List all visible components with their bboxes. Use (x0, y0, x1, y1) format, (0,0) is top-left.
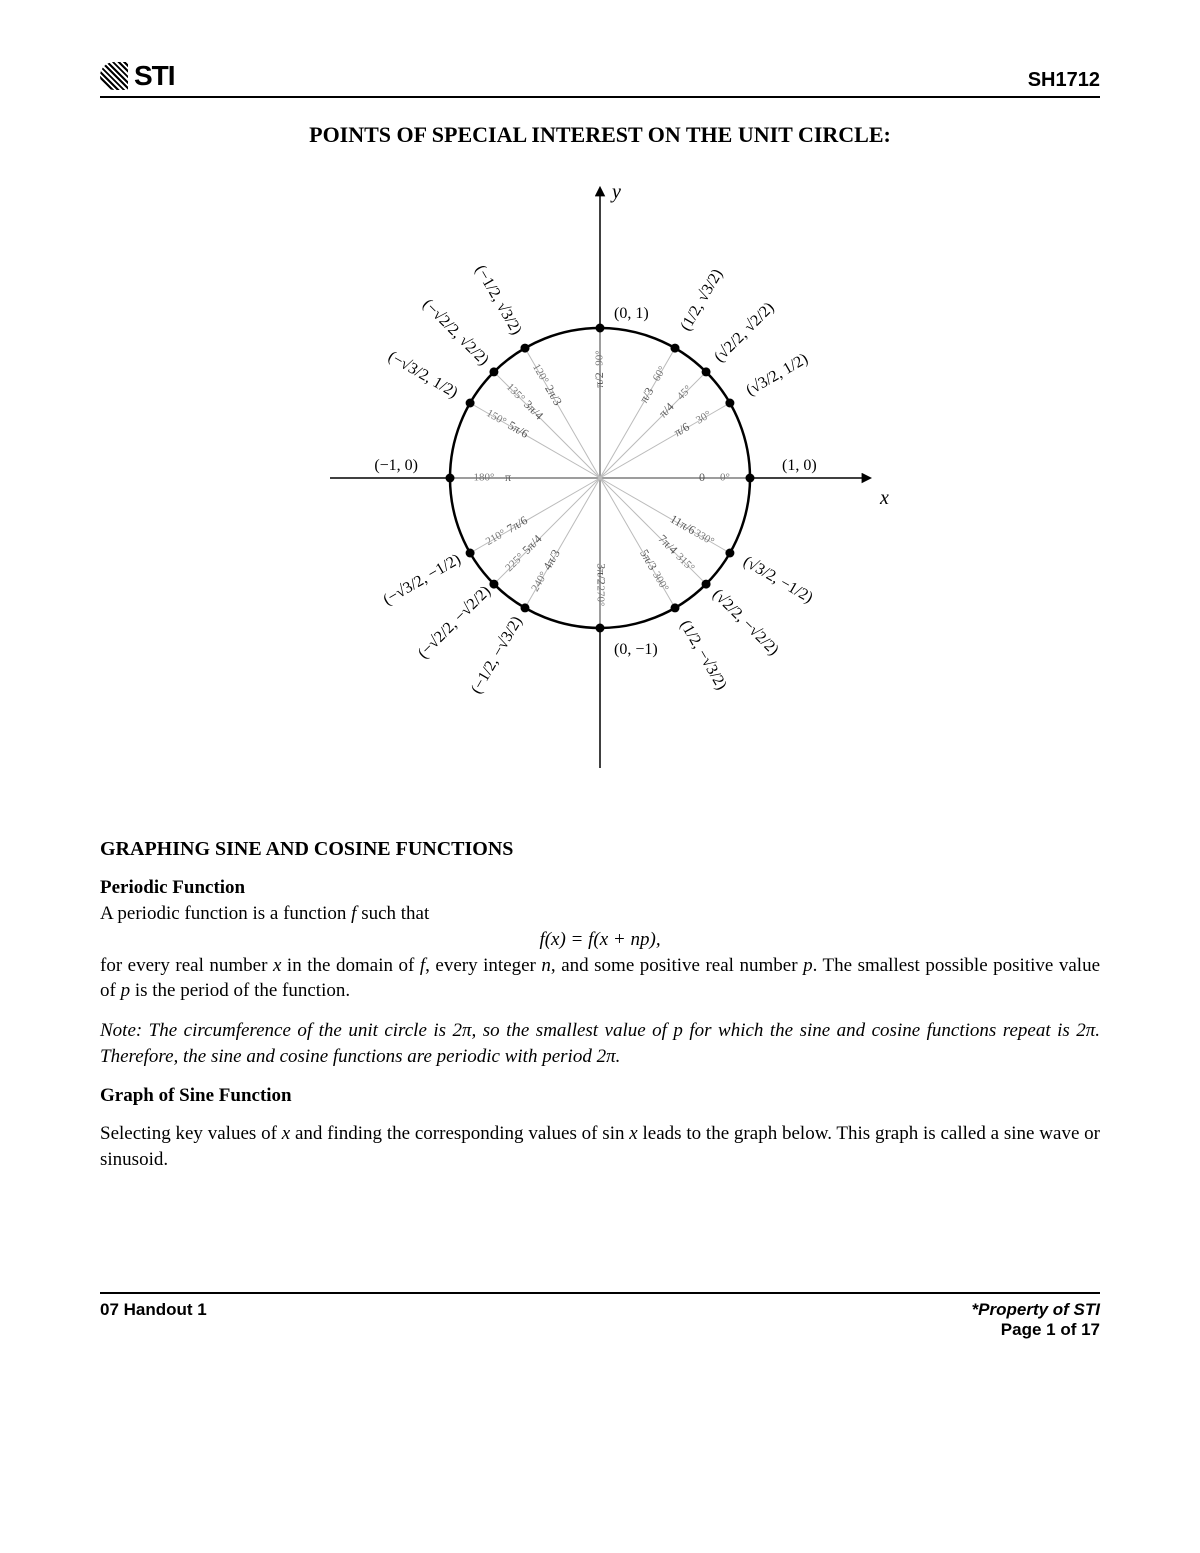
svg-text:(√2/2, √2/2): (√2/2, √2/2) (711, 299, 778, 366)
svg-text:150°: 150° (484, 407, 508, 428)
periodic-intro: A periodic function is a function f such… (100, 901, 1100, 927)
svg-text:(1/2, −√3/2): (1/2, −√3/2) (677, 617, 730, 692)
logo-icon (100, 62, 128, 90)
svg-text:180°: 180° (474, 472, 495, 484)
svg-text:240°: 240° (529, 570, 550, 594)
svg-text:300°: 300° (650, 570, 671, 594)
svg-text:3π/4: 3π/4 (521, 397, 546, 422)
svg-text:5π/3: 5π/3 (637, 547, 660, 573)
subheading-periodic: Periodic Function (100, 877, 1100, 899)
svg-text:(−√3/2, 1/2): (−√3/2, 1/2) (385, 348, 460, 401)
svg-text:π/4: π/4 (656, 400, 677, 421)
svg-text:π: π (505, 470, 511, 484)
footer-right: *Property of STI Page 1 of 17 (972, 1300, 1100, 1340)
periodic-body: for every real number x in the domain of… (100, 953, 1100, 1004)
page-footer: 07 Handout 1 *Property of STI Page 1 of … (100, 1292, 1100, 1340)
svg-text:120°: 120° (530, 362, 551, 386)
svg-text:270°: 270° (594, 586, 606, 607)
svg-text:(1/2, √3/2): (1/2, √3/2) (677, 266, 726, 334)
svg-text:2π/3: 2π/3 (542, 382, 565, 408)
subheading-sine-graph: Graph of Sine Function (100, 1085, 1100, 1107)
svg-text:π/3: π/3 (637, 385, 657, 405)
svg-text:30°: 30° (694, 409, 713, 427)
svg-text:x: x (879, 487, 889, 509)
footer-property: *Property of STI (972, 1300, 1100, 1320)
svg-text:(√3/2, 1/2): (√3/2, 1/2) (743, 350, 811, 399)
page-header: STI SH1712 (100, 60, 1100, 98)
svg-text:0°: 0° (720, 472, 730, 484)
svg-text:(√2/2, −√2/2): (√2/2, −√2/2) (709, 586, 782, 659)
sine-body: Selecting key values of x and finding th… (100, 1121, 1100, 1172)
periodic-note: Note: The circumference of the unit circ… (100, 1018, 1100, 1069)
periodic-formula: f(x) = f(x + np), (100, 929, 1100, 951)
svg-text:(−1/2, √3/2): (−1/2, √3/2) (472, 262, 525, 337)
svg-text:π/2: π/2 (592, 372, 606, 387)
svg-text:60°: 60° (651, 364, 669, 383)
svg-text:7π/6: 7π/6 (504, 513, 530, 536)
svg-text:5π/4: 5π/4 (519, 532, 544, 557)
svg-text:210°: 210° (484, 527, 508, 548)
page-title: POINTS OF SPECIAL INTEREST ON THE UNIT C… (100, 122, 1100, 148)
svg-text:4π/3: 4π/3 (540, 547, 563, 573)
footer-left: 07 Handout 1 (100, 1300, 207, 1340)
svg-text:(1, 0): (1, 0) (782, 457, 817, 474)
logo: STI (100, 60, 175, 92)
svg-text:0: 0 (699, 470, 705, 484)
unit-circle-diagram: xy30°π/645°π/460°π/3120°2π/3135°3π/4150°… (100, 168, 1100, 788)
footer-page: Page 1 of 17 (972, 1320, 1100, 1340)
svg-text:3π/2: 3π/2 (594, 563, 608, 584)
svg-text:(0, −1): (0, −1) (614, 641, 658, 658)
svg-text:(−1/2, −√3/2): (−1/2, −√3/2) (468, 613, 526, 696)
svg-text:(√3/2, −1/2): (√3/2, −1/2) (740, 553, 815, 606)
svg-text:5π/6: 5π/6 (506, 418, 532, 441)
svg-text:(−√2/2, √2/2): (−√2/2, √2/2) (419, 296, 492, 369)
section-heading-graphing: GRAPHING SINE AND COSINE FUNCTIONS (100, 838, 1100, 861)
svg-text:90°: 90° (594, 350, 606, 365)
svg-text:y: y (610, 181, 621, 203)
svg-text:(−√3/2, −1/2): (−√3/2, −1/2) (380, 551, 463, 609)
svg-text:(0, 1): (0, 1) (614, 305, 649, 322)
document-code: SH1712 (1028, 69, 1100, 92)
svg-text:(−√2/2, −√2/2): (−√2/2, −√2/2) (415, 583, 494, 662)
svg-text:330°: 330° (692, 527, 716, 548)
logo-text: STI (134, 60, 175, 92)
svg-text:7π/4: 7π/4 (656, 532, 681, 557)
svg-text:(−1, 0): (−1, 0) (374, 457, 418, 474)
unit-circle-svg: xy30°π/645°π/460°π/3120°2π/3135°3π/4150°… (290, 168, 910, 788)
svg-text:π/6: π/6 (671, 420, 691, 440)
